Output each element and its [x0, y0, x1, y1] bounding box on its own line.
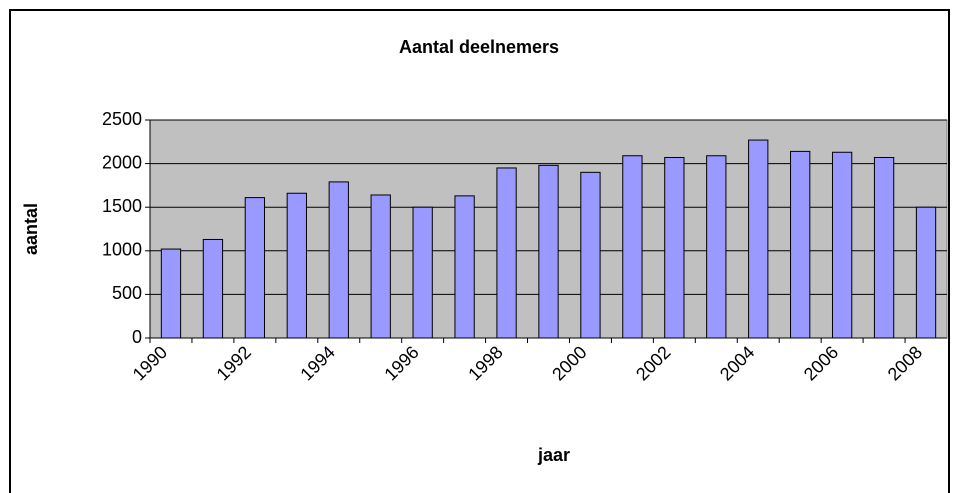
y-tick-label: 500	[112, 283, 142, 303]
bar	[622, 155, 643, 339]
y-tick-label: 0	[132, 327, 142, 347]
bar	[706, 155, 727, 339]
bar	[580, 171, 601, 339]
y-tick-label: 2000	[102, 152, 142, 172]
y-axis-label: aantal	[21, 203, 41, 255]
bar	[915, 206, 937, 339]
bar	[664, 156, 685, 339]
x-axis-label: jaar	[537, 445, 570, 465]
bar	[244, 197, 266, 339]
y-tick-label: 2500	[102, 109, 142, 129]
bar	[370, 194, 391, 339]
bar	[328, 181, 349, 339]
bar	[873, 156, 895, 339]
bar	[748, 139, 769, 339]
bar	[160, 248, 182, 339]
bar	[538, 164, 559, 339]
bar	[831, 151, 853, 339]
y-tick-label: 1500	[102, 196, 142, 216]
chart-title: Aantal deelnemers	[399, 37, 559, 57]
bar	[412, 206, 433, 339]
bar	[496, 167, 517, 339]
y-tick-label: 1000	[102, 240, 142, 260]
bar	[790, 150, 811, 339]
bar	[454, 195, 475, 339]
bar	[202, 238, 224, 339]
bar	[286, 192, 307, 339]
